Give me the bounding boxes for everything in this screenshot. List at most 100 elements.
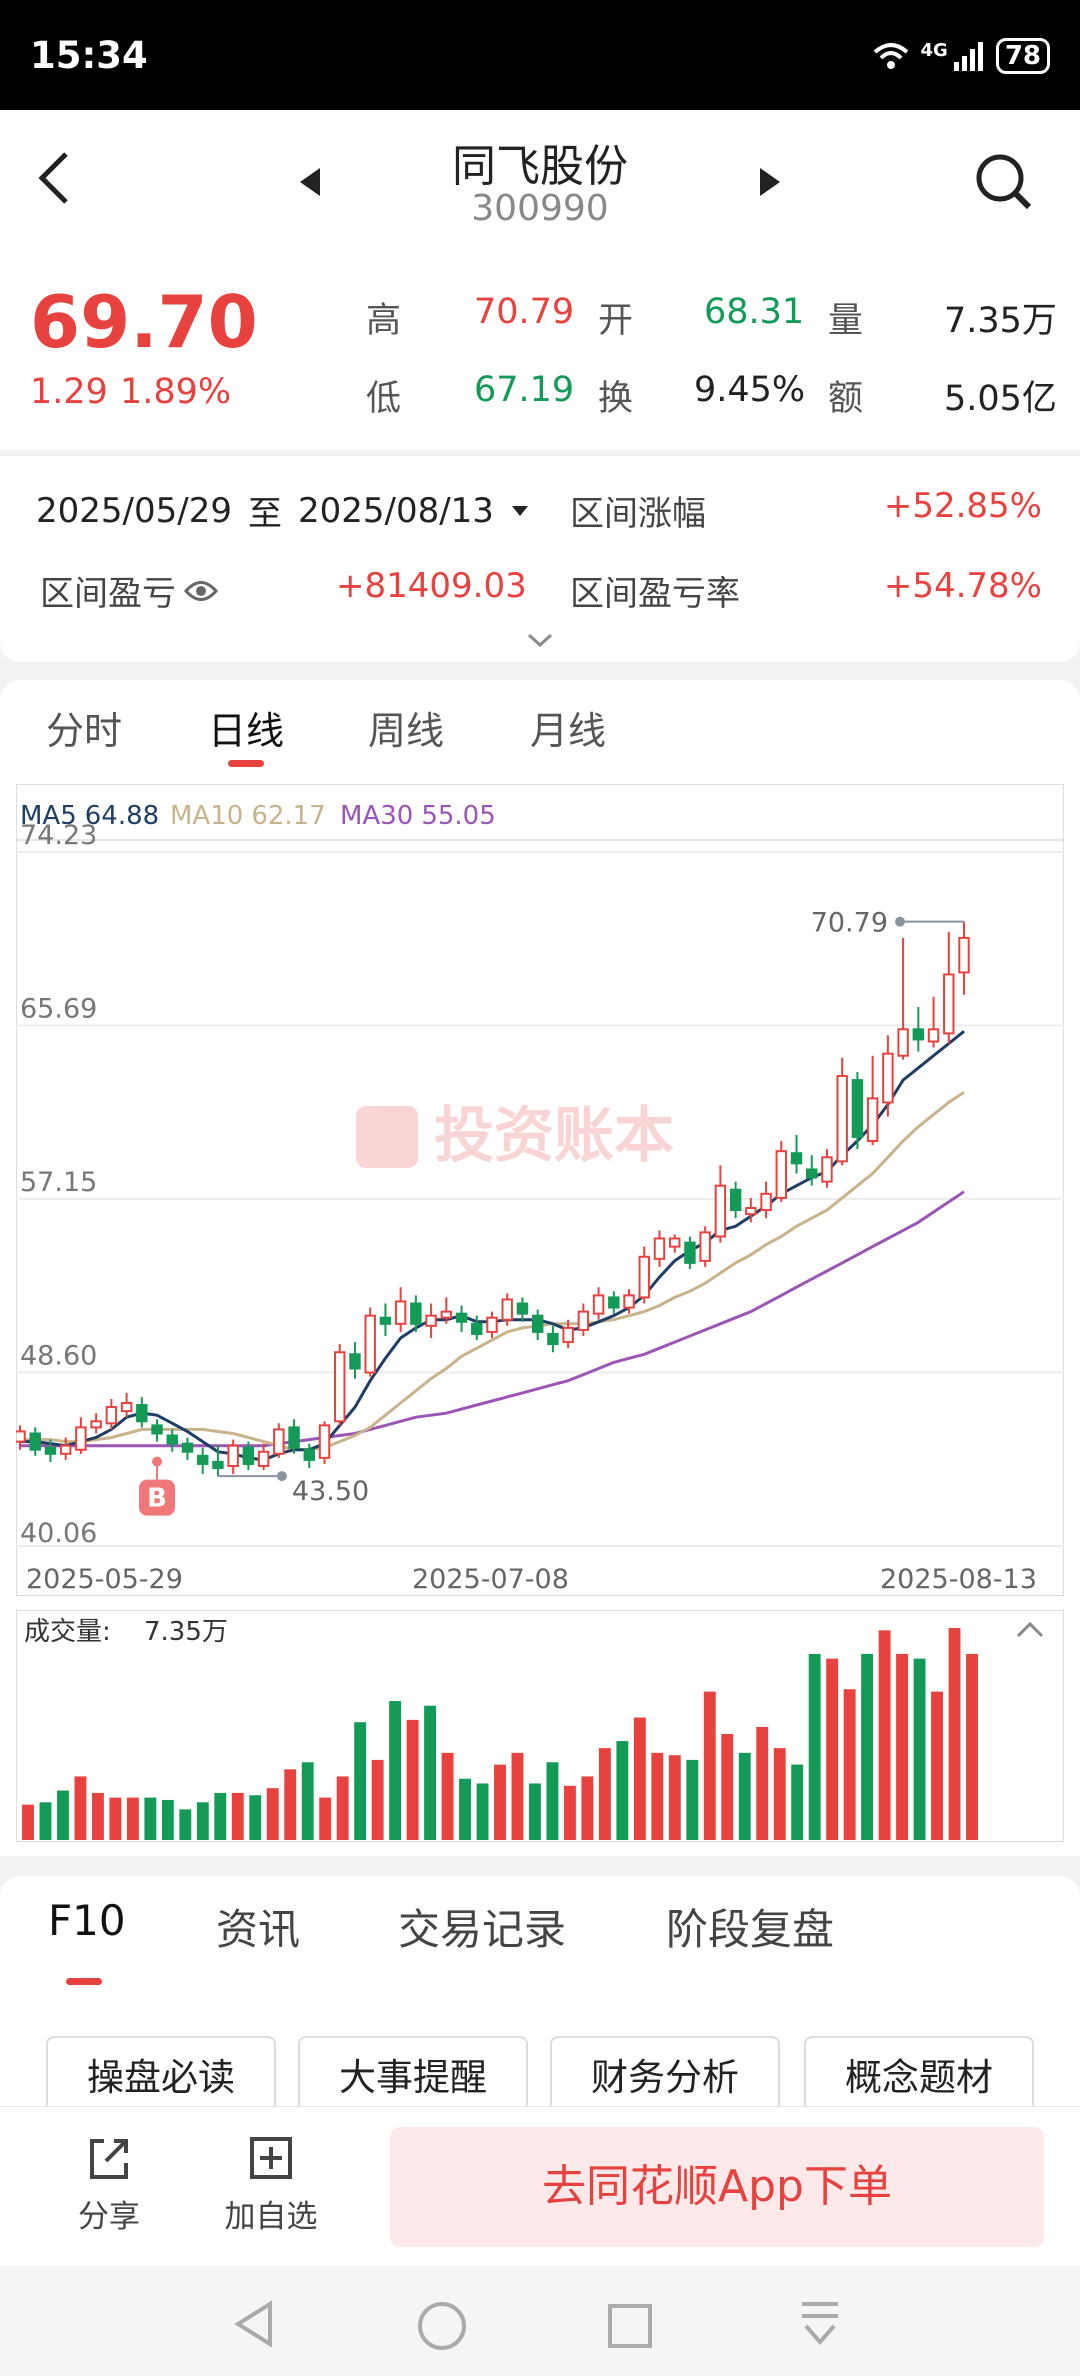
candle	[242, 1441, 255, 1471]
y-tick-label: 74.23	[20, 820, 97, 851]
buy-badge-label: B	[147, 1484, 167, 1514]
candle-body	[790, 1152, 803, 1165]
volume-bar	[126, 1797, 139, 1840]
ma30-text: MA30 55.05	[340, 801, 496, 831]
candle	[623, 1289, 635, 1314]
tab-news[interactable]: 资讯	[216, 1905, 301, 1954]
candle-body	[653, 1237, 666, 1260]
range-to: 至	[247, 494, 282, 534]
candle-body	[806, 1168, 818, 1179]
candle-body	[288, 1426, 300, 1449]
nav-down-icon[interactable]	[796, 2300, 844, 2350]
eye-icon[interactable]	[184, 578, 218, 604]
tab-intraday[interactable]: 分时	[46, 709, 123, 753]
x-label-mid: 2025-07-08	[412, 1564, 569, 1595]
volume-bar	[389, 1701, 402, 1840]
volume-bar	[529, 1783, 541, 1840]
collapse-chevron-icon[interactable]	[1016, 1621, 1044, 1638]
ma10line-path	[20, 1091, 965, 1452]
candle	[806, 1155, 818, 1186]
candle	[592, 1287, 605, 1320]
tab-monthly[interactable]: 月线	[530, 709, 607, 753]
status-icons: 4G 78	[871, 36, 1050, 76]
candle-body	[120, 1402, 133, 1413]
f10-section: F10 资讯 交易记录 阶段复盘 操盘必读 大事提醒 财务分析 概念题材	[0, 1876, 1080, 2120]
range-pnl-label: 区间盈亏	[40, 574, 176, 614]
candle-body	[471, 1322, 483, 1335]
add-watchlist-button[interactable]: 加自选	[216, 2133, 326, 2236]
candle-body	[379, 1316, 392, 1325]
high-value: 70.79	[474, 292, 575, 332]
tab-stage-review[interactable]: 阶段复盘	[666, 1905, 835, 1954]
volume-bar	[109, 1797, 122, 1840]
candle-body	[608, 1296, 620, 1309]
tab-weekly[interactable]: 周线	[368, 709, 445, 753]
ma30-line	[20, 1190, 965, 1448]
tab-daily[interactable]: 日线	[208, 709, 285, 753]
search-icon[interactable]	[974, 152, 1034, 212]
share-icon	[90, 2139, 128, 2179]
volume-chart[interactable]: 成交量: 7.35万	[16, 1610, 1064, 1842]
date-range-selector[interactable]: 2025/05/29 至 2025/08/13	[36, 486, 530, 535]
volume-bar	[371, 1759, 384, 1840]
candle	[699, 1226, 711, 1267]
candle	[75, 1417, 87, 1454]
x-label-start: 2025-05-29	[26, 1564, 183, 1595]
back-icon[interactable]	[34, 150, 74, 206]
candle	[760, 1181, 772, 1219]
nav-back-icon[interactable]	[230, 2300, 278, 2348]
candle-body	[410, 1302, 422, 1325]
candle-body	[364, 1314, 376, 1374]
volume-bar	[773, 1748, 786, 1840]
range-pnl-rate-label: 区间盈亏率	[570, 574, 740, 614]
range-pnl-value: +81409.03	[336, 566, 527, 606]
tab-f10[interactable]: F10	[48, 1896, 126, 1945]
add-icon	[250, 2137, 292, 2179]
candle-body	[318, 1424, 331, 1459]
nav-recents-icon[interactable]	[606, 2302, 654, 2350]
candle	[440, 1297, 453, 1324]
candle	[714, 1165, 727, 1243]
candle-body	[821, 1156, 833, 1183]
caret-down-icon	[511, 505, 528, 516]
kline-chart[interactable]: MA5 64.88 MA10 62.17 MA30 55.05 74.23 65.69 5…	[16, 784, 1064, 1596]
candle	[943, 931, 955, 1044]
candle	[790, 1134, 803, 1174]
nav-home-icon[interactable]	[416, 2300, 468, 2352]
range-pnl-label-group: 区间盈亏	[40, 566, 218, 615]
share-button[interactable]: 分享	[54, 2133, 164, 2236]
candle	[349, 1342, 361, 1379]
volume-bar	[966, 1653, 978, 1840]
next-stock-icon[interactable]	[756, 166, 784, 198]
prev-stock-icon[interactable]	[296, 166, 324, 198]
candle	[729, 1181, 742, 1219]
candle-body	[44, 1446, 57, 1455]
signal-icon	[953, 42, 983, 71]
volume-bar	[721, 1734, 734, 1840]
candle-body	[851, 1079, 864, 1138]
candle-body	[16, 1430, 26, 1443]
candle	[59, 1437, 72, 1460]
tab-trade-records[interactable]: 交易记录	[398, 1905, 567, 1954]
candle-body	[577, 1310, 590, 1331]
candle	[866, 1055, 879, 1146]
system-nav-bar	[0, 2266, 1080, 2376]
ma10-line	[20, 1091, 965, 1452]
candle-body	[897, 1028, 909, 1057]
volume-bars	[22, 1628, 978, 1840]
volume-bar	[231, 1792, 244, 1840]
candle-body	[958, 936, 970, 974]
candle	[882, 1035, 894, 1117]
candle	[562, 1319, 574, 1349]
volume-bar	[301, 1762, 314, 1840]
place-order-button[interactable]: 去同花顺App下单	[390, 2127, 1044, 2247]
buy-marker: B	[139, 1456, 176, 1516]
candle	[379, 1303, 392, 1336]
candle	[516, 1297, 529, 1322]
candle-body	[760, 1192, 772, 1212]
candle	[897, 937, 909, 1060]
watermark-logo-icon	[356, 1106, 418, 1168]
volume-bar	[598, 1748, 611, 1840]
volume-bar	[756, 1726, 769, 1840]
expand-chevron-icon[interactable]	[526, 632, 554, 648]
